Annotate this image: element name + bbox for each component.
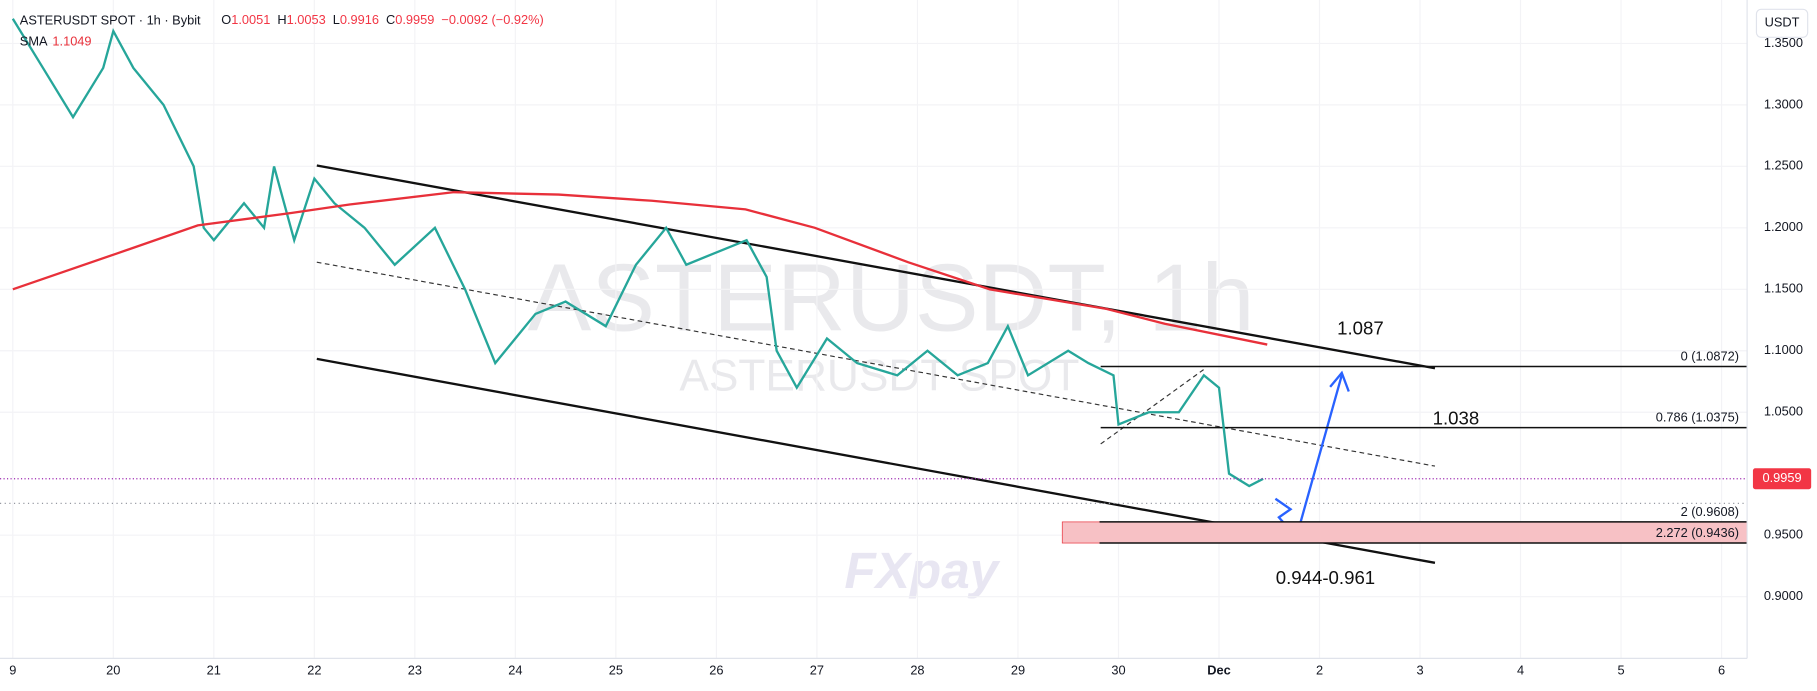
x-tick-label: 29 [1011,663,1025,678]
annotation: 1.087 [1337,318,1384,339]
fib-label: 2 (0.9608) [1681,504,1739,519]
x-tick-label: 3 [1416,663,1423,678]
y-tick-label: 1.2000 [1764,219,1803,234]
symbol: ASTERUSDT SPOT · 1h · Bybit [20,12,201,27]
ohlc-value: 0.9916 [340,12,379,27]
legend: ASTERUSDT SPOT · 1h · Bybit O1.0051 H1.00… [20,12,544,48]
ohlc-value: 1.0053 [287,12,326,27]
target-zone [1061,521,1748,544]
projection-arrow [1274,374,1343,540]
price-axis [1747,0,1817,691]
y-tick-label: 1.1000 [1764,342,1803,357]
annotation: 0.944-0.961 [1276,567,1375,588]
ohlc-value: 0.9959 [395,12,434,27]
drawings: 0 (1.0872) 0.786 (1.0375) 2 (0.9608) 2.272 … [0,164,1748,564]
watermark: ASTERUSDT, 1h [528,246,1255,352]
axes: 1.3500 1.3000 1.2500 1.2000 1.1500 1.1000 1.05… [9,35,1812,678]
x-tick-label: 2 [1316,663,1323,678]
fib-label: 0 (1.0872) [1681,349,1739,364]
channel-mid [316,261,1436,467]
y-tick-label: 1.3500 [1764,35,1803,50]
y-tick-label: 1.1500 [1764,281,1803,296]
ohlc-key: C [386,12,395,27]
y-tick-label: 1.2500 [1764,158,1803,173]
sma-line [12,190,1268,346]
watermark-sub: ASTERUSDT SPOT [679,351,1079,400]
change: −0.0092 (−0.92%) [441,12,543,27]
ohlc-key: O [221,12,231,27]
y-tick-label: 1.0500 [1764,404,1803,419]
last-price-label: 0.9959 [1762,470,1801,485]
x-tick-label: 26 [709,663,723,678]
x-tick-label: 9 [9,663,16,678]
y-tick-label: 1.3000 [1764,96,1803,111]
x-tick-label: 25 [609,663,623,678]
price-line [11,18,1264,488]
x-tick-label: 28 [910,663,924,678]
currency-label[interactable]: USDT [1765,15,1800,30]
sma-value: 1.1049 [52,33,91,48]
y-tick-label: 0.9000 [1764,588,1803,603]
ohlc-key: H [277,12,286,27]
ohlc-key: L [333,12,340,27]
x-tick-label: 24 [508,663,522,678]
x-tick-label: 6 [1718,663,1725,678]
fib-label: 2.272 (0.9436) [1656,525,1739,540]
x-tick-label: 21 [207,663,221,678]
ohlc: O1.0051 H1.0053 L0.9916 C0.9959 −0.0092 (−0.… [221,12,543,27]
annotation: 1.038 [1433,407,1480,428]
currency-button[interactable] [1755,8,1809,38]
x-tick-label: 4 [1517,663,1524,678]
plot [0,18,1748,488]
last-price-tag [1752,468,1812,490]
x-tick-label: 27 [810,663,824,678]
x-tick-label: 5 [1618,663,1625,678]
channel-upper [316,164,1436,370]
logo: FXpay [844,542,1000,599]
x-tick-label: 20 [106,663,120,678]
ohlc-value: 1.0051 [231,12,270,27]
fib-trend [1100,367,1206,445]
sma-label: SMA [20,33,48,48]
arrow-head [1329,370,1350,392]
x-tick-label: Dec [1207,663,1230,678]
y-tick-label: 0.9500 [1764,527,1803,542]
x-tick-label: 22 [307,663,321,678]
fib-label: 0.786 (1.0375) [1656,410,1739,425]
x-tick-label: 30 [1111,663,1125,678]
x-tick-label: 23 [408,663,422,678]
